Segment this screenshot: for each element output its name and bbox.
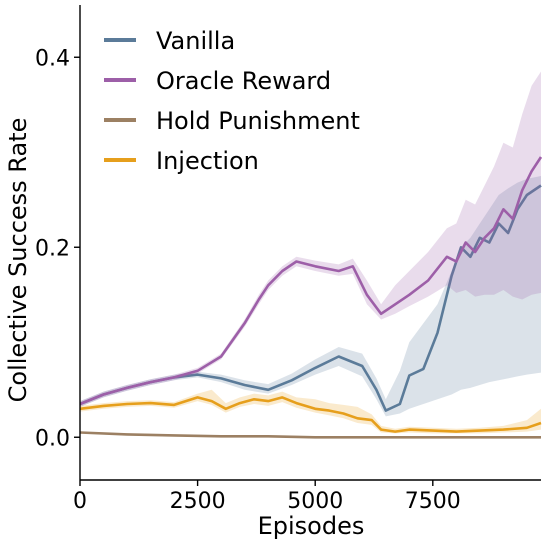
y-tick-label: 0.4	[35, 46, 70, 71]
series-layer	[79, 71, 543, 439]
y-tick-label: 0.0	[35, 426, 70, 451]
series-band-injection	[80, 389, 541, 434]
x-tick-label: 5000	[287, 489, 343, 514]
legend-label: Hold Punishment	[156, 107, 360, 135]
x-tick-label: 2500	[170, 489, 226, 514]
legend: Vanilla Oracle Reward Hold Punishment Injec…	[104, 27, 360, 175]
series-line-vanilla	[79, 184, 542, 412]
y-axis-label: Collective Success Rate	[4, 118, 32, 403]
series-line-injection	[79, 396, 542, 433]
x-tick-label: 7500	[405, 489, 461, 514]
series-line-hold-punishment	[79, 431, 541, 439]
axes: 0 2500 5000 7500 0.0 0.2 0.4	[35, 5, 541, 514]
legend-label: Injection	[156, 147, 259, 175]
legend-label: Oracle Reward	[156, 67, 331, 95]
x-tick-label: 0	[73, 489, 87, 514]
legend-label: Vanilla	[156, 27, 235, 55]
series-band-vanilla	[80, 176, 541, 417]
series-band-oracle-reward	[80, 71, 541, 407]
x-axis-label: Episodes	[258, 512, 365, 540]
y-tick-label: 0.2	[35, 236, 70, 261]
series-line-oracle-reward	[79, 156, 543, 406]
